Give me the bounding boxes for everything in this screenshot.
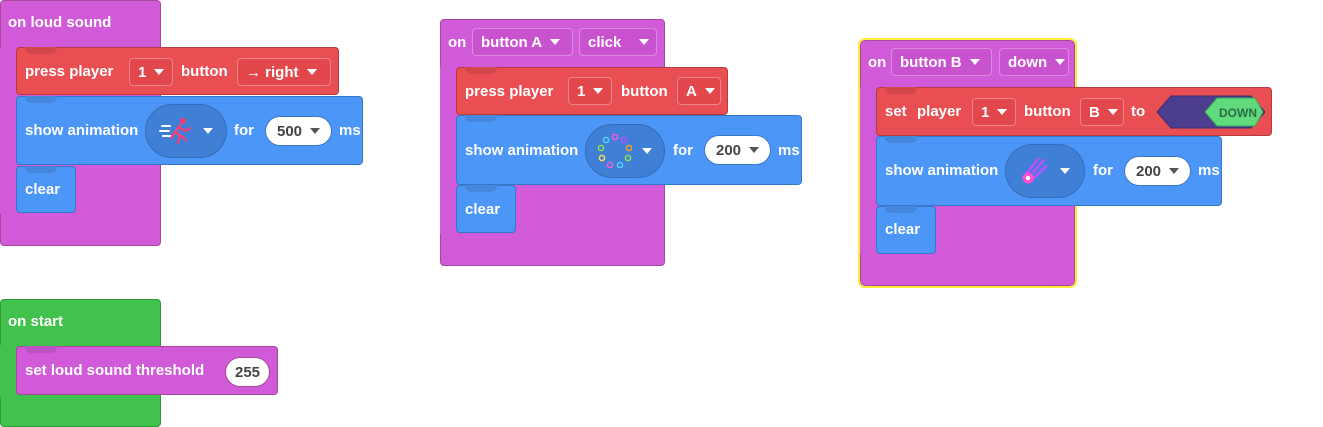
for-label: for xyxy=(673,142,693,159)
for-label: for xyxy=(1093,162,1113,179)
chevron-down-icon xyxy=(642,148,652,154)
clear-label: clear xyxy=(465,201,501,218)
chevron-down-icon xyxy=(306,69,317,75)
sparkle-ring-icon xyxy=(598,134,632,168)
chevron-down-icon xyxy=(1107,109,1118,115)
button-select[interactable]: button B xyxy=(891,48,992,76)
event-title: on start xyxy=(8,313,64,330)
player-select[interactable]: 1 xyxy=(568,77,612,105)
player-label: player xyxy=(917,103,962,120)
chevron-down-icon xyxy=(203,128,213,134)
chevron-down-icon xyxy=(639,39,650,45)
to-label: to xyxy=(1131,103,1146,120)
press-player-block[interactable]: press player 1 button → right xyxy=(16,47,339,95)
clear-label: clear xyxy=(25,181,61,198)
for-label: for xyxy=(234,122,254,139)
on-label: on xyxy=(868,54,887,71)
chevron-down-icon xyxy=(310,128,321,134)
button-select[interactable]: → right xyxy=(237,58,331,86)
show-animation-block[interactable]: show animation for 200 ms xyxy=(876,136,1222,206)
button-select[interactable]: button A xyxy=(472,28,573,56)
set-threshold-label: set loud sound threshold xyxy=(25,362,205,379)
button-label: button xyxy=(621,83,668,100)
show-animation-block[interactable]: show animation for 500 ms xyxy=(16,96,363,165)
duration-input[interactable]: 200 xyxy=(704,135,771,165)
set-label: set xyxy=(885,103,907,120)
chevron-down-icon xyxy=(154,69,165,75)
player-select[interactable]: 1 xyxy=(972,98,1016,126)
button-label: button xyxy=(1024,103,1071,120)
show-animation-label: show animation xyxy=(25,122,139,139)
event-select[interactable]: click xyxy=(579,28,657,56)
chevron-down-icon xyxy=(1060,168,1070,174)
animation-select[interactable] xyxy=(585,124,665,178)
animation-select[interactable] xyxy=(145,104,227,158)
chevron-down-icon xyxy=(997,109,1008,115)
press-player-block[interactable]: press player 1 button A xyxy=(456,67,728,115)
on-label: on xyxy=(448,34,467,51)
comet-icon xyxy=(1022,157,1048,184)
chevron-down-icon xyxy=(969,59,980,65)
chevron-down-icon xyxy=(1169,168,1180,174)
event-title: on loud sound xyxy=(8,14,112,31)
clear-block[interactable]: clear xyxy=(16,166,76,213)
button-select[interactable]: A xyxy=(677,77,721,105)
show-animation-label: show animation xyxy=(885,162,999,179)
press-player-label: press player xyxy=(25,63,114,80)
button-select[interactable]: B xyxy=(1080,98,1124,126)
chevron-down-icon xyxy=(593,88,604,94)
show-animation-label: show animation xyxy=(465,142,579,159)
chevron-down-icon xyxy=(749,147,760,153)
event-select[interactable]: down xyxy=(999,48,1069,76)
ms-label: ms xyxy=(1198,162,1220,179)
threshold-input[interactable]: 255 xyxy=(225,357,270,387)
clear-block[interactable]: clear xyxy=(456,185,516,233)
button-label: button xyxy=(181,63,228,80)
running-person-icon xyxy=(159,118,192,145)
chevron-down-icon xyxy=(550,39,561,45)
chevron-down-icon xyxy=(1055,59,1066,65)
ms-label: ms xyxy=(778,142,800,159)
press-player-label: press player xyxy=(465,83,554,100)
state-value: DOWN xyxy=(1219,106,1257,120)
set-threshold-block[interactable]: set loud sound threshold 255 xyxy=(16,346,278,395)
ms-label: ms xyxy=(339,122,361,139)
show-animation-block[interactable]: show animation for 200 ms xyxy=(456,115,802,185)
chevron-down-icon xyxy=(704,88,715,94)
clear-block[interactable]: clear xyxy=(876,206,936,254)
player-select[interactable]: 1 xyxy=(129,58,173,86)
animation-select[interactable] xyxy=(1005,144,1085,198)
set-player-button-block[interactable]: set player 1 button B to DOWN xyxy=(876,87,1272,136)
duration-input[interactable]: 500 xyxy=(265,116,332,146)
duration-input[interactable]: 200 xyxy=(1124,156,1191,186)
clear-label: clear xyxy=(885,221,921,238)
state-slot[interactable] xyxy=(1157,95,1265,129)
